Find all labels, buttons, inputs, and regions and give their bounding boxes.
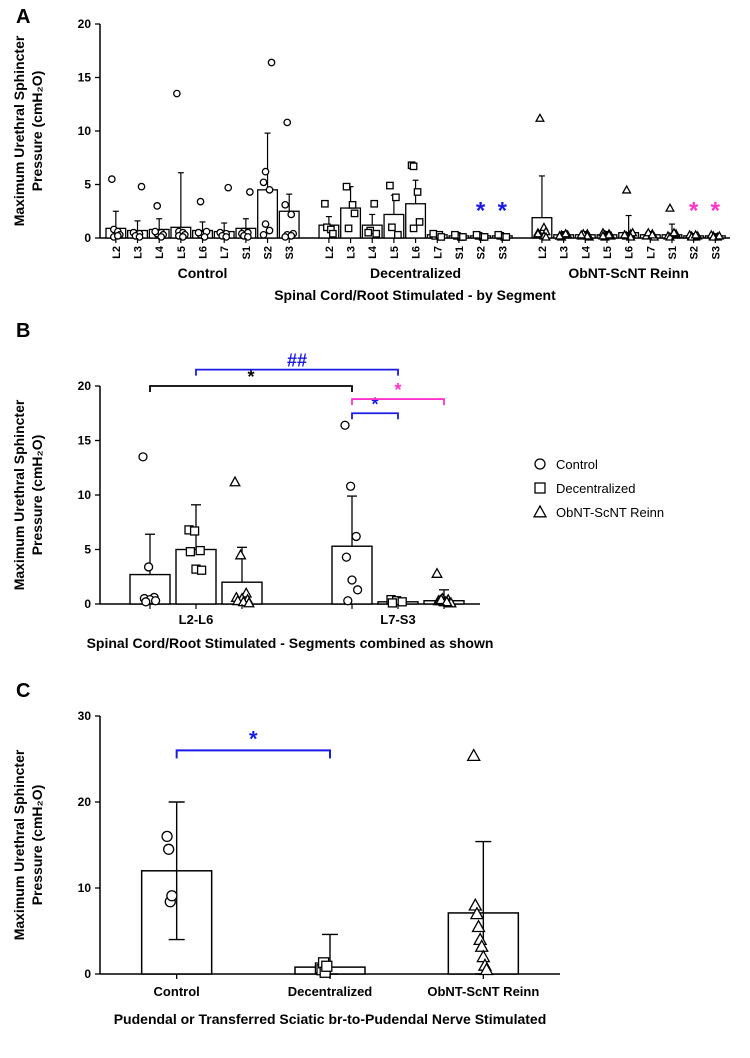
svg-text:L7: L7 xyxy=(219,246,231,259)
svg-text:ObNT-ScNT Reinn: ObNT-ScNT Reinn xyxy=(556,505,664,520)
svg-text:10: 10 xyxy=(78,488,92,502)
svg-text:*: * xyxy=(249,726,258,751)
svg-text:*: * xyxy=(711,198,721,225)
svg-text:S3: S3 xyxy=(284,246,296,259)
svg-text:S1: S1 xyxy=(667,246,679,259)
svg-text:L2: L2 xyxy=(111,246,123,259)
svg-text:S1: S1 xyxy=(454,246,466,259)
svg-text:5: 5 xyxy=(84,178,91,192)
svg-text:S1: S1 xyxy=(241,246,253,259)
svg-text:15: 15 xyxy=(78,71,92,85)
svg-text:Control: Control xyxy=(556,457,598,472)
svg-text:L2: L2 xyxy=(324,246,336,259)
panel-c: 0 10 20 30 Maximum Urethral SphincterPressur… xyxy=(0,674,750,1058)
svg-text:0: 0 xyxy=(84,967,91,981)
svg-text:L7-S3: L7-S3 xyxy=(380,612,415,627)
svg-text:L5: L5 xyxy=(176,246,188,259)
svg-text:Maximum Urethral Sphincter: Maximum Urethral Sphincter xyxy=(11,399,27,590)
svg-text:L3: L3 xyxy=(559,246,571,259)
svg-text:10: 10 xyxy=(78,124,92,138)
svg-text:5: 5 xyxy=(84,543,91,557)
svg-text:Decentralized: Decentralized xyxy=(556,481,636,496)
panel-b: 0 5 10 15 20 Maximum Urethral SphincterPressu… xyxy=(0,314,750,674)
svg-text:S3: S3 xyxy=(710,246,722,259)
svg-text:L4: L4 xyxy=(154,245,166,259)
svg-text:*: * xyxy=(371,394,378,414)
svg-text:Control: Control xyxy=(178,265,228,281)
svg-text:L2-L6: L2-L6 xyxy=(179,612,214,627)
panel-c-chart: 0 10 20 30 Maximum Urethral SphincterPressur… xyxy=(0,674,750,1058)
svg-text:L2: L2 xyxy=(537,246,549,259)
svg-text:Decentralized: Decentralized xyxy=(288,984,373,999)
svg-text:Pressure (cmH₂O): Pressure (cmH₂O) xyxy=(29,435,45,556)
svg-text:S2: S2 xyxy=(476,246,488,259)
svg-text:Pressure (cmH₂O): Pressure (cmH₂O) xyxy=(29,785,45,906)
svg-text:10: 10 xyxy=(78,881,92,895)
svg-text:ObNT-ScNT Reinn: ObNT-ScNT Reinn xyxy=(427,984,539,999)
svg-text:##: ## xyxy=(287,351,307,371)
svg-text:30: 30 xyxy=(78,709,92,723)
svg-text:Pudendal or Transferred Sciati: Pudendal or Transferred Sciatic br-to-Pu… xyxy=(114,1011,547,1027)
panel-a: 0 5 10 15 20 Maximum Urethral SphincterPressu… xyxy=(0,0,750,310)
svg-text:L7: L7 xyxy=(432,246,444,259)
svg-text:L5: L5 xyxy=(602,246,614,259)
svg-text:Spinal Cord/Root Stimulated -: Spinal Cord/Root Stimulated - Segments c… xyxy=(87,635,494,651)
svg-text:*: * xyxy=(498,198,508,225)
svg-text:Maximum Urethral Sphincter: Maximum Urethral Sphincter xyxy=(11,749,27,940)
svg-text:0: 0 xyxy=(84,231,91,245)
svg-text:15: 15 xyxy=(78,434,92,448)
svg-text:Pressure (cmH₂O): Pressure (cmH₂O) xyxy=(29,71,45,192)
svg-text:S3: S3 xyxy=(497,246,509,259)
panel-a-chart: 0 5 10 15 20 Maximum Urethral SphincterPressu… xyxy=(0,0,750,310)
svg-text:Maximum Urethral Sphincter: Maximum Urethral Sphincter xyxy=(11,35,27,226)
svg-text:L6: L6 xyxy=(411,246,423,259)
svg-text:L4: L4 xyxy=(580,245,592,259)
svg-text:Control: Control xyxy=(154,984,200,999)
svg-text:L5: L5 xyxy=(389,246,401,259)
svg-text:20: 20 xyxy=(78,379,92,393)
svg-text:*: * xyxy=(689,198,699,225)
svg-text:L3: L3 xyxy=(346,246,358,259)
svg-text:L6: L6 xyxy=(198,246,210,259)
svg-text:L6: L6 xyxy=(624,246,636,259)
svg-text:L4: L4 xyxy=(367,245,379,259)
svg-text:*: * xyxy=(476,198,486,225)
svg-text:0: 0 xyxy=(84,597,91,611)
svg-text:20: 20 xyxy=(78,17,92,31)
figure: A 05101520Maximum Urethral SphincterPres… xyxy=(0,0,750,1058)
svg-text:S2: S2 xyxy=(263,246,275,259)
svg-text:Decentralized: Decentralized xyxy=(370,265,461,281)
svg-text:20: 20 xyxy=(78,795,92,809)
svg-text:ObNT-ScNT Reinn: ObNT-ScNT Reinn xyxy=(568,265,689,281)
svg-text:Spinal Cord/Root Stimulated -: Spinal Cord/Root Stimulated - by Segment xyxy=(274,287,556,303)
svg-text:*: * xyxy=(394,380,401,400)
svg-text:L3: L3 xyxy=(133,246,145,259)
svg-text:S2: S2 xyxy=(689,246,701,259)
panel-b-chart: 0 5 10 15 20 Maximum Urethral SphincterPressu… xyxy=(0,314,750,674)
svg-text:L7: L7 xyxy=(645,246,657,259)
